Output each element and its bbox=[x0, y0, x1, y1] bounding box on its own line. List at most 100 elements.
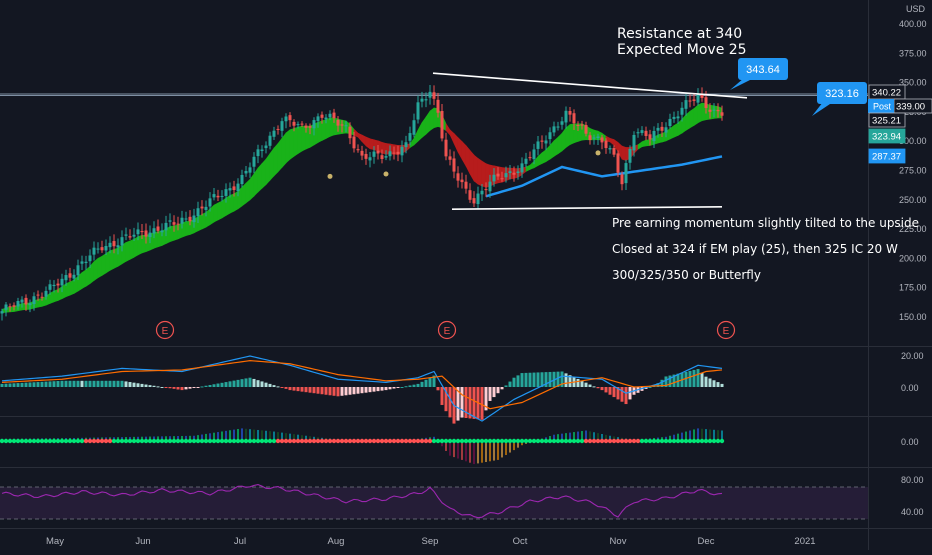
candle-body bbox=[480, 190, 484, 195]
squeeze-bar bbox=[717, 430, 719, 441]
squeeze-dot bbox=[79, 438, 85, 444]
squeeze-bar bbox=[557, 434, 559, 441]
squeeze-dot bbox=[271, 438, 277, 444]
candle-body bbox=[116, 245, 120, 248]
candle-body bbox=[700, 93, 704, 98]
macd-bar bbox=[396, 387, 400, 388]
squeeze-dot bbox=[711, 438, 717, 444]
candle-body bbox=[500, 178, 504, 180]
macd-bar bbox=[516, 375, 520, 387]
candle-body bbox=[284, 116, 288, 122]
macd-bar bbox=[660, 379, 664, 387]
squeeze-dot bbox=[679, 438, 685, 444]
squeeze-dot bbox=[535, 438, 541, 444]
squeeze-bar bbox=[709, 429, 711, 441]
candle-body bbox=[492, 174, 496, 182]
macd-bar bbox=[700, 372, 704, 387]
squeeze-dot bbox=[451, 438, 457, 444]
ema-band-segment bbox=[177, 222, 183, 240]
ema-band-segment bbox=[117, 244, 123, 267]
macd-bar bbox=[20, 382, 24, 387]
squeeze-dot bbox=[43, 438, 49, 444]
x-tick-label: Jun bbox=[135, 536, 150, 547]
squeeze-dot bbox=[235, 438, 241, 444]
candle-body bbox=[160, 230, 164, 233]
squeeze-dot bbox=[367, 438, 373, 444]
ema-band-segment bbox=[41, 295, 47, 307]
ema-band-segment bbox=[185, 220, 191, 237]
squeeze-dot bbox=[195, 438, 201, 444]
squeeze-bar bbox=[513, 441, 515, 451]
candle-body bbox=[56, 283, 60, 286]
candle-body bbox=[228, 188, 232, 191]
price-label-text: 339.00 bbox=[896, 102, 925, 113]
macd-bar bbox=[564, 373, 568, 387]
macd-bar bbox=[668, 375, 672, 387]
macd-bar bbox=[708, 378, 712, 387]
squeeze-dot bbox=[495, 438, 501, 444]
candle-body bbox=[424, 99, 428, 101]
macd-bar bbox=[236, 379, 240, 387]
squeeze-dot bbox=[475, 438, 481, 444]
candle-body bbox=[640, 130, 644, 133]
ema-band-segment bbox=[693, 104, 699, 127]
squeeze-dot bbox=[3, 438, 9, 444]
ema-band-segment bbox=[281, 132, 287, 169]
squeeze-dot bbox=[547, 438, 553, 444]
candle-body bbox=[556, 126, 560, 128]
macd-bar bbox=[240, 379, 244, 387]
candle-body bbox=[20, 299, 24, 303]
squeeze-bar bbox=[509, 441, 511, 453]
candle-body bbox=[288, 115, 292, 121]
squeeze-bar bbox=[217, 432, 219, 441]
candle-body bbox=[332, 112, 336, 119]
macd-bar bbox=[720, 383, 724, 387]
squeeze-dot bbox=[167, 438, 173, 444]
macd-bar bbox=[212, 384, 216, 387]
ema-band-segment bbox=[241, 182, 247, 207]
squeeze-dot bbox=[687, 438, 693, 444]
ema-band-segment bbox=[657, 133, 663, 144]
squeeze-dot bbox=[719, 438, 725, 444]
macd-bar bbox=[428, 377, 432, 387]
squeeze-bar bbox=[465, 441, 467, 462]
squeeze-bar bbox=[173, 436, 175, 441]
macd-bar bbox=[224, 382, 228, 387]
candle-body bbox=[92, 247, 96, 255]
candle-body bbox=[684, 100, 688, 109]
macd-bar bbox=[464, 387, 468, 418]
squeeze-dot bbox=[163, 438, 169, 444]
squeeze-bar bbox=[581, 431, 583, 441]
macd-bar bbox=[100, 380, 104, 387]
macd-bar bbox=[628, 387, 632, 400]
candle-body bbox=[352, 136, 356, 149]
macd-bar bbox=[180, 387, 184, 391]
candle-body bbox=[564, 110, 568, 123]
macd-bar bbox=[672, 374, 676, 387]
ema-band-segment bbox=[685, 110, 691, 131]
candle-body bbox=[260, 149, 264, 152]
candle-body bbox=[376, 150, 380, 154]
ema-band-segment bbox=[97, 255, 103, 279]
candle-body bbox=[600, 137, 604, 143]
candle-body bbox=[348, 126, 352, 139]
macd-bar bbox=[624, 387, 628, 405]
macd-bar bbox=[688, 370, 692, 387]
macd-bar bbox=[176, 387, 180, 390]
ema-band-segment bbox=[77, 271, 83, 292]
macd-bar bbox=[32, 382, 36, 387]
squeeze-bar bbox=[593, 432, 595, 441]
y-tick-label: 200.00 bbox=[899, 253, 927, 263]
currency-label: USD bbox=[906, 4, 926, 14]
x-tick-label: Aug bbox=[328, 536, 345, 547]
squeeze-dot bbox=[695, 438, 701, 444]
squeeze-dot bbox=[75, 438, 81, 444]
squeeze-bar bbox=[605, 434, 607, 441]
squeeze-dot bbox=[179, 438, 185, 444]
squeeze-dot bbox=[147, 438, 153, 444]
ema-band-segment bbox=[121, 241, 127, 265]
earnings-marker-label: E bbox=[162, 326, 169, 337]
candle-body bbox=[28, 303, 32, 306]
